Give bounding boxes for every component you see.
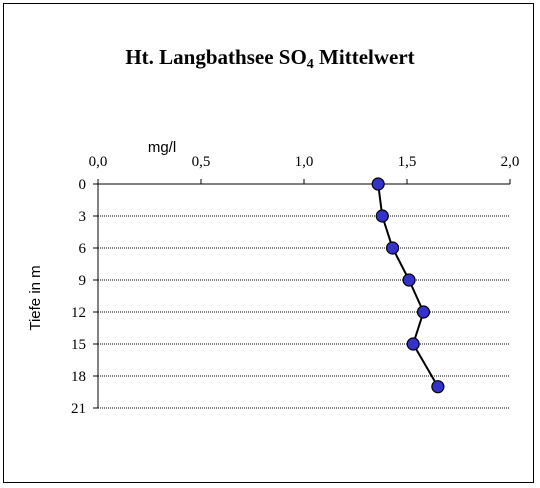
y-tick-label: 18 [71,369,86,385]
series-group [371,177,445,394]
y-tick-label: 0 [79,177,87,193]
y-tick-label: 9 [79,273,87,289]
gridlines [98,215,510,409]
y-tick-label: 6 [79,241,87,257]
y-tick-label: 12 [71,305,86,321]
y-tick-label: 15 [71,337,86,353]
x-tick-label: 1,0 [295,154,314,170]
x-tick-label: 0,0 [89,154,108,170]
tick-labels: 0,0 0,5 1,0 1,5 2,0 0 3 6 9 12 15 18 21 [71,154,519,417]
data-point [431,380,445,394]
y-tick-label: 21 [71,401,86,417]
chart-frame [3,3,534,483]
data-point [385,241,400,255]
x-tick-label: 0,5 [192,154,211,170]
chart-title-main: Ht. Langbathsee SO [125,45,307,69]
x-axis-label: mg/l [148,139,176,156]
y-tick-label: 3 [79,209,87,225]
data-point [402,273,416,287]
x-tick-label: 2,0 [501,154,520,170]
data-point [375,209,389,223]
chart-title: Ht. Langbathsee SO4 Mittelwert [0,45,540,73]
data-point [416,305,431,319]
y-axis-label: Tiefe in m [27,265,44,330]
chart-title-subscript: 4 [306,57,314,72]
axes [93,179,511,409]
chart-title-tail: Mittelwert [313,45,415,69]
x-tick-label: 1,5 [398,154,417,170]
data-point [371,177,385,191]
data-point [406,337,420,351]
